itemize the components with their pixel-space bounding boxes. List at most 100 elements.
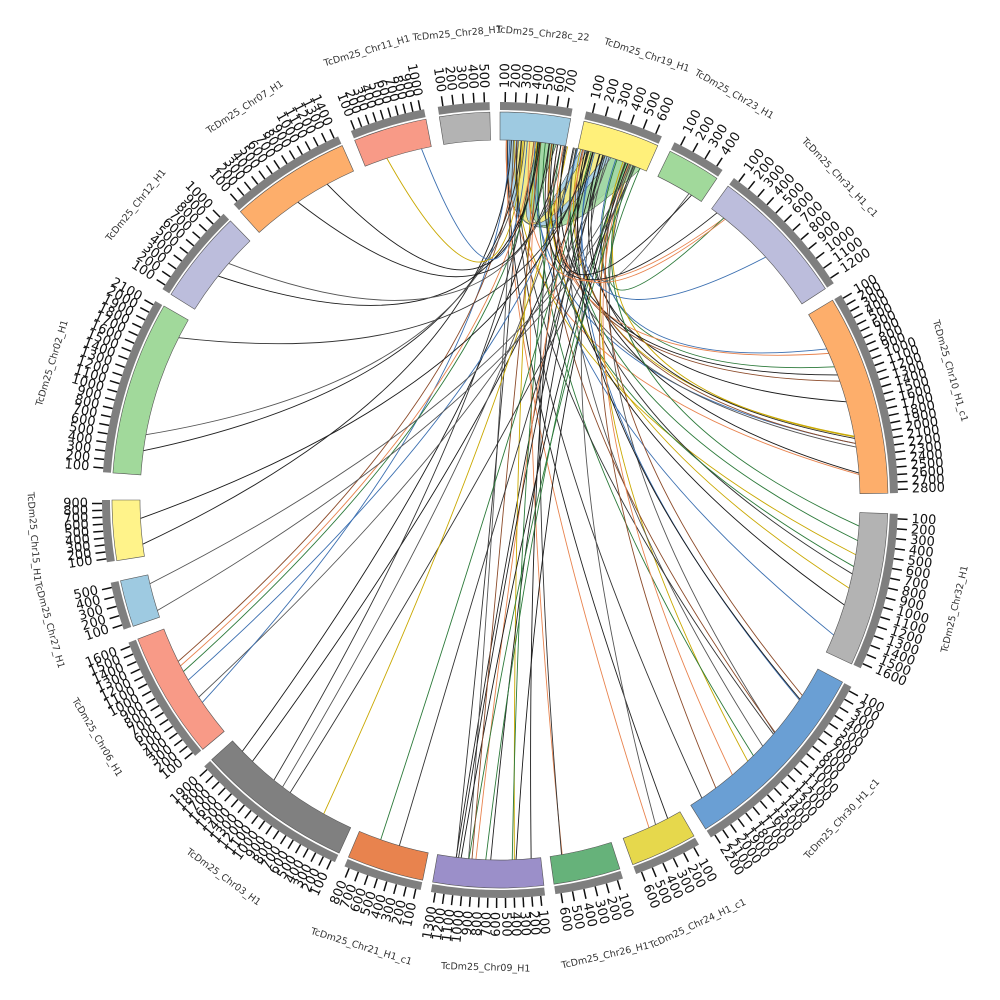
link bbox=[527, 141, 725, 282]
segment bbox=[825, 512, 889, 665]
tick-label: 400 bbox=[67, 429, 94, 447]
tick-label: 400 bbox=[369, 893, 390, 921]
tick bbox=[892, 435, 904, 439]
tick bbox=[394, 105, 399, 116]
segment-outline bbox=[233, 136, 342, 211]
tick bbox=[823, 261, 833, 269]
tick bbox=[224, 793, 233, 802]
tick bbox=[139, 306, 150, 313]
tick bbox=[304, 141, 311, 151]
tick bbox=[326, 860, 332, 870]
segment-outline bbox=[102, 500, 115, 563]
tick bbox=[896, 528, 907, 531]
tick bbox=[350, 119, 356, 130]
tick bbox=[115, 363, 126, 369]
tick bbox=[373, 878, 378, 889]
segment bbox=[211, 740, 352, 854]
tick bbox=[566, 97, 570, 108]
tick bbox=[112, 371, 123, 377]
tick bbox=[192, 231, 201, 239]
tick-label: 500 bbox=[568, 904, 587, 931]
tick bbox=[402, 886, 407, 897]
segment bbox=[711, 185, 826, 305]
tick bbox=[890, 577, 901, 581]
segment-outline bbox=[437, 102, 490, 115]
tick bbox=[156, 278, 166, 286]
link bbox=[456, 140, 522, 858]
link bbox=[572, 149, 855, 437]
tick bbox=[154, 711, 164, 719]
tick-label: 300 bbox=[77, 603, 105, 624]
segment bbox=[549, 842, 621, 885]
segment bbox=[348, 830, 429, 881]
tick bbox=[874, 361, 885, 367]
tick-label: 2500 bbox=[910, 456, 944, 474]
tick bbox=[829, 722, 839, 730]
link bbox=[581, 152, 766, 300]
tick bbox=[672, 857, 679, 868]
segment-outline bbox=[670, 142, 723, 177]
tick-label: 500 bbox=[906, 553, 933, 571]
link bbox=[516, 140, 703, 799]
tick bbox=[272, 830, 280, 840]
tick bbox=[137, 683, 148, 690]
segment bbox=[170, 220, 251, 310]
tick-label: 900 bbox=[898, 594, 926, 615]
link bbox=[537, 142, 754, 756]
tick bbox=[866, 653, 877, 660]
tick bbox=[704, 149, 711, 160]
link bbox=[157, 166, 636, 611]
tick bbox=[594, 886, 599, 897]
link bbox=[201, 140, 511, 703]
tick bbox=[118, 354, 128, 360]
tick bbox=[815, 251, 825, 259]
tick bbox=[714, 834, 721, 844]
tick bbox=[860, 326, 870, 332]
tick bbox=[880, 616, 891, 621]
link bbox=[289, 165, 635, 793]
tick-label: 400 bbox=[580, 901, 600, 928]
link bbox=[475, 149, 585, 860]
tick-label: 1800 bbox=[901, 398, 937, 420]
tick bbox=[766, 794, 775, 803]
tick bbox=[738, 173, 746, 183]
tick bbox=[885, 397, 896, 402]
tick bbox=[150, 704, 160, 712]
tick-label: 1900 bbox=[903, 406, 938, 427]
tick bbox=[640, 871, 646, 882]
tick-label: 100 bbox=[83, 622, 111, 644]
tick bbox=[461, 93, 465, 104]
tick-label: 100 bbox=[589, 73, 609, 101]
tick bbox=[869, 347, 879, 353]
tick bbox=[591, 103, 596, 114]
tick bbox=[205, 216, 214, 225]
tick bbox=[883, 390, 894, 395]
tick bbox=[236, 187, 245, 196]
tick-label: 400 bbox=[64, 532, 90, 549]
tick-label: 100 bbox=[400, 901, 420, 928]
tick bbox=[159, 718, 169, 726]
tick-label: 2000 bbox=[904, 415, 939, 436]
tick-label: 300 bbox=[615, 81, 637, 109]
segment-name: TcDm25_Chr27_H1 bbox=[32, 580, 67, 670]
link bbox=[143, 140, 522, 452]
link bbox=[544, 143, 718, 281]
tick-label: 700 bbox=[71, 401, 98, 421]
tick-label: 200 bbox=[441, 65, 459, 91]
tick bbox=[99, 422, 110, 427]
segment-outline bbox=[110, 581, 132, 630]
tick-label: 200 bbox=[390, 899, 410, 927]
tick bbox=[539, 895, 543, 906]
tick bbox=[834, 714, 844, 722]
tick-label: 900 bbox=[460, 910, 477, 936]
tick bbox=[683, 852, 690, 863]
tick bbox=[93, 466, 104, 469]
tick bbox=[141, 690, 152, 697]
tick-label: 300 bbox=[591, 898, 612, 926]
link bbox=[590, 154, 855, 439]
tick bbox=[883, 606, 894, 611]
link bbox=[599, 158, 827, 354]
tick bbox=[96, 558, 107, 562]
tick bbox=[94, 457, 105, 461]
tick bbox=[97, 431, 108, 435]
